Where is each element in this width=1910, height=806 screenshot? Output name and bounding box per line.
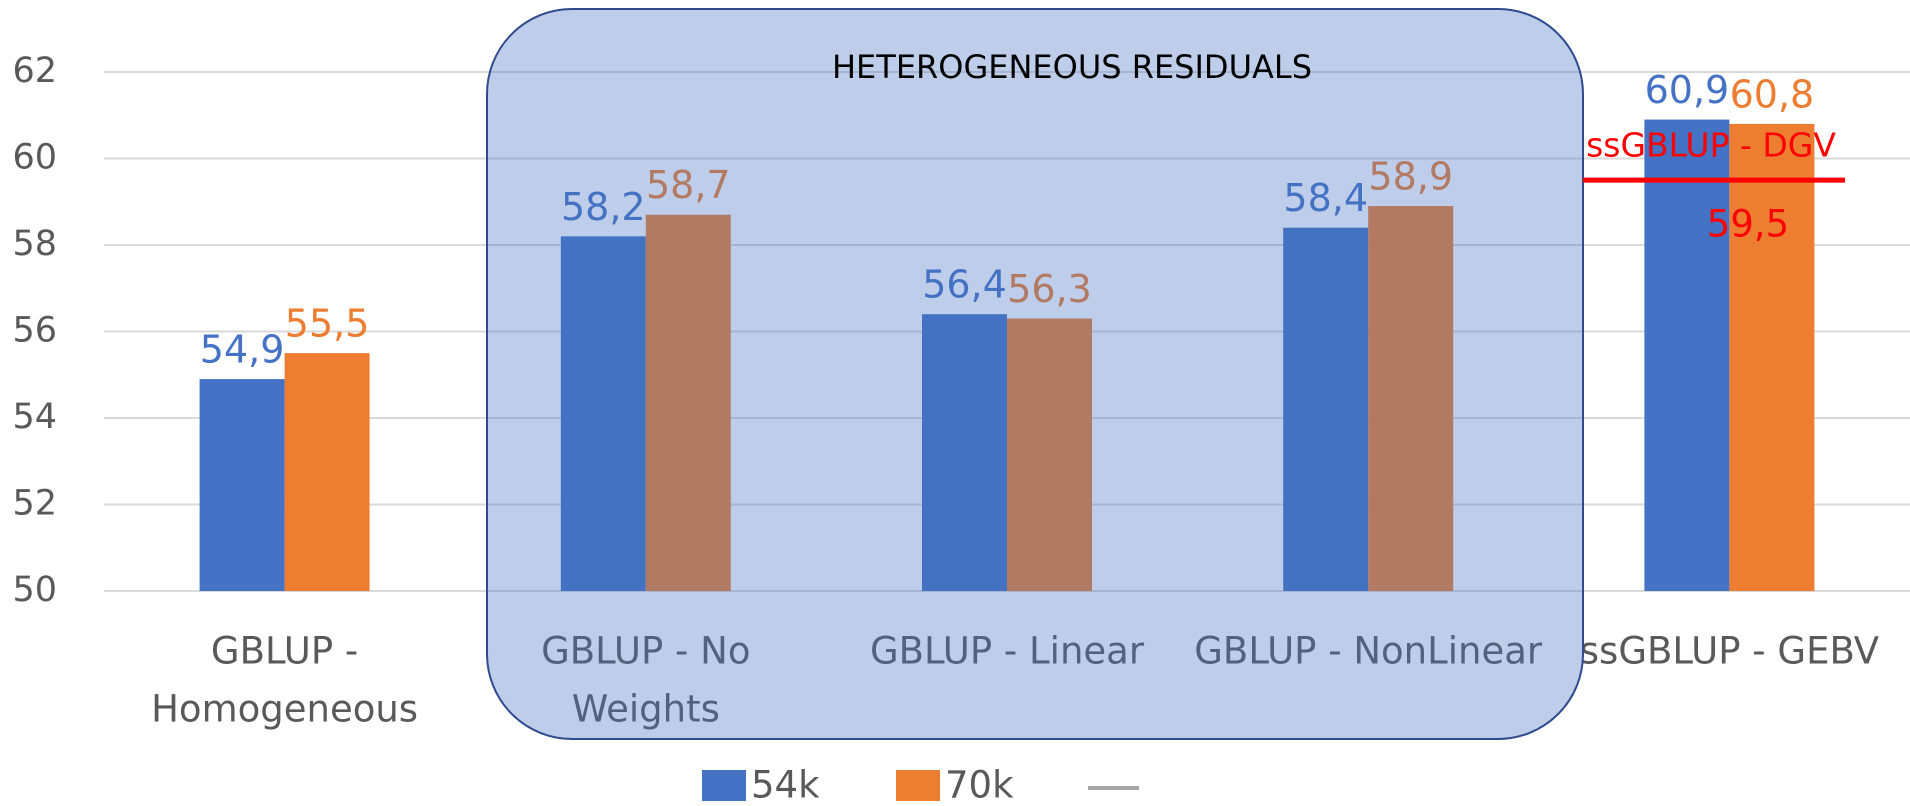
y-tick-label: 50	[12, 570, 57, 610]
bar	[1729, 123, 1815, 592]
legend-swatch	[702, 770, 746, 801]
x-tick-label: GBLUP - NonLinear	[1194, 630, 1543, 673]
legend-swatch	[896, 770, 940, 801]
bar	[1007, 318, 1092, 591]
value-label: 56,3	[1007, 267, 1092, 311]
legend-label: 54k	[751, 764, 820, 806]
legend-label: 70k	[945, 764, 1014, 806]
value-label: 58,7	[646, 163, 731, 207]
x-tick-label: GBLUP - Linear	[870, 630, 1145, 673]
annotation: HETEROGENEOUS RESIDUALS	[832, 48, 1312, 86]
x-tick-label: Homogeneous	[151, 688, 418, 731]
value-label: 54,9	[200, 328, 285, 372]
x-tick-label: Weights	[572, 688, 720, 731]
y-tick-label: 52	[12, 484, 57, 524]
y-tick-label: 58	[12, 224, 57, 264]
value-label: 55,5	[285, 302, 370, 346]
y-tick-label: 60	[12, 138, 57, 178]
y-tick-label: 56	[12, 311, 57, 351]
x-tick-label: GBLUP - No	[541, 630, 750, 673]
bar	[922, 314, 1007, 591]
bar	[1644, 119, 1730, 591]
value-label: 56,4	[922, 263, 1007, 307]
value-label: 60,8	[1730, 72, 1815, 116]
bar	[284, 353, 370, 591]
value-label: 58,4	[1283, 176, 1368, 220]
y-tick-label: 62	[12, 51, 57, 91]
bar	[560, 236, 646, 591]
bar	[199, 379, 285, 591]
reference-value-label: 59,5	[1707, 203, 1789, 246]
bar	[1368, 206, 1454, 591]
value-label: 58,9	[1368, 155, 1453, 199]
bar	[645, 214, 731, 591]
x-tick-label: ssGBLUP - GEBV	[1580, 630, 1879, 673]
x-tick-label: GBLUP -	[211, 630, 358, 673]
reference-label: ssGBLUP - DGV	[1586, 126, 1836, 165]
highlight-box	[486, 8, 1584, 740]
value-label: 60,9	[1645, 68, 1730, 112]
bar	[1283, 227, 1369, 591]
value-label: 58,2	[561, 185, 646, 229]
y-tick-label: 54	[12, 397, 57, 437]
